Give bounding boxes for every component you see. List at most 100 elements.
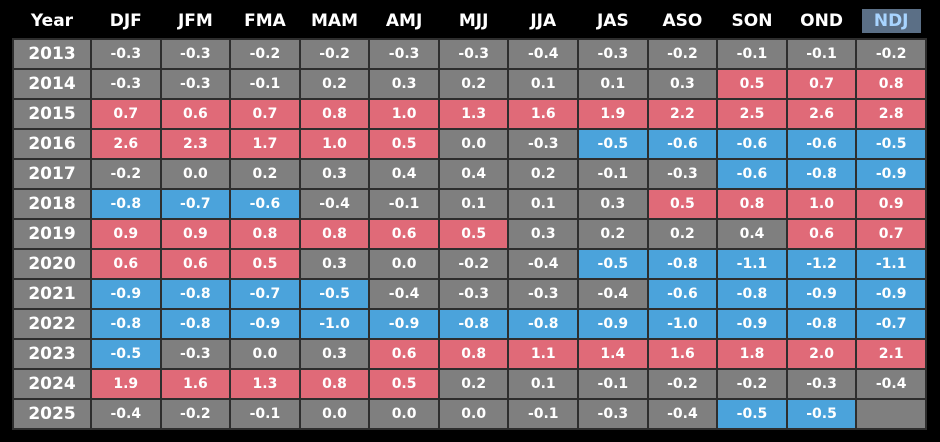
year-cell: 2023 (12, 338, 92, 370)
value-cell: -0.9 (855, 278, 927, 310)
year-row: 2023 -0.5 -0.3 0.0 0.3 0.6 0.8 1.1 1.4 1.6 1.8 2.0 2… (12, 338, 927, 370)
value-cell: -1.2 (785, 248, 858, 280)
value-cell: -0.4 (298, 188, 371, 220)
value-cell: -0.8 (90, 308, 162, 340)
value-cell: -0.5 (785, 398, 858, 430)
header-row: Year DJF JFM FMA MAM AMJ MJJ JJA JAS ASO SON OND NDJ (13, 4, 926, 39)
value-cell: 0.8 (437, 338, 510, 370)
value-cell: 0.6 (368, 338, 440, 370)
value-cell: -0.8 (646, 248, 719, 280)
value-cell: 1.0 (368, 98, 440, 130)
value-cell: 0.5 (368, 368, 440, 400)
year-cell: 2015 (12, 98, 92, 130)
value-cell: 0.2 (507, 158, 580, 190)
value-cell: 0.7 (855, 218, 927, 250)
value-cell: 2.1 (855, 338, 927, 370)
value-cell: 0.6 (159, 98, 232, 130)
value-cell: 0.1 (507, 68, 580, 100)
value-cell: -0.1 (229, 68, 301, 100)
value-cell: -0.2 (229, 38, 301, 70)
value-cell: 0.5 (368, 128, 440, 160)
value-cell: 0.8 (716, 188, 788, 220)
value-cell: -0.3 (159, 68, 232, 100)
column-header: DJF (91, 4, 161, 39)
value-cell: 1.3 (437, 98, 510, 130)
value-cell: -0.2 (298, 38, 371, 70)
value-cell: -0.8 (507, 308, 580, 340)
value-cell: 0.6 (368, 218, 440, 250)
value-cell: 1.7 (229, 128, 301, 160)
value-cell: -0.7 (855, 308, 927, 340)
value-cell: -0.3 (577, 38, 649, 70)
value-cell: -0.3 (785, 368, 858, 400)
column-header-label: NDJ (861, 9, 921, 33)
value-cell: 0.2 (298, 68, 371, 100)
value-cell: -0.4 (646, 398, 719, 430)
value-cell: 0.3 (298, 338, 371, 370)
value-cell: -0.2 (437, 248, 510, 280)
value-cell: 0.2 (229, 158, 301, 190)
value-cell: -0.9 (229, 308, 301, 340)
year-cell: 2025 (12, 398, 92, 430)
table-container: Year DJF JFM FMA MAM AMJ MJJ JJA JAS ASO SON OND NDJ… (12, 4, 927, 430)
value-cell: 2.3 (159, 128, 232, 160)
value-cell: -0.3 (507, 128, 580, 160)
value-cell: 1.0 (785, 188, 858, 220)
value-cell: -0.6 (229, 188, 301, 220)
value-cell: -0.6 (716, 158, 788, 190)
empty-cell (855, 398, 927, 430)
column-header: MJJ (438, 4, 509, 39)
value-cell: -0.2 (646, 38, 719, 70)
value-cell: 0.7 (90, 98, 162, 130)
value-cell: 0.5 (716, 68, 788, 100)
value-cell: 0.3 (577, 188, 649, 220)
column-header: JFM (160, 4, 231, 39)
value-cell: -0.3 (159, 38, 232, 70)
year-row: 2021 -0.9 -0.8 -0.7 -0.5 -0.4 -0.3 -0.3 -0.4 -0.6… (12, 278, 927, 310)
value-cell: -1.0 (298, 308, 371, 340)
value-cell: 0.8 (298, 368, 371, 400)
value-cell: -0.7 (229, 278, 301, 310)
value-cell: 0.3 (507, 218, 580, 250)
value-cell: -0.1 (577, 158, 649, 190)
value-cell: -0.9 (368, 308, 440, 340)
value-cell: 1.9 (577, 98, 649, 130)
value-cell: 0.0 (437, 128, 510, 160)
value-cell: 0.6 (159, 248, 232, 280)
value-cell: -0.6 (646, 278, 719, 310)
value-cell: 0.7 (785, 68, 858, 100)
value-cell: 0.5 (229, 248, 301, 280)
value-cell: 0.0 (437, 398, 510, 430)
value-cell: 2.6 (785, 98, 858, 130)
value-cell: 0.3 (298, 248, 371, 280)
value-cell: -0.9 (785, 278, 858, 310)
value-cell: 0.8 (229, 218, 301, 250)
value-cell: 0.0 (368, 398, 440, 430)
year-row: 2025 -0.4 -0.2 -0.1 0.0 0.0 0.0 -0.1 -0.3 -0.4 -0.… (12, 398, 927, 430)
value-cell: -0.8 (785, 158, 858, 190)
year-row: 2014 -0.3 -0.3 -0.1 0.2 0.3 0.2 0.1 0.1 0.3 0.5 0.7… (12, 68, 927, 100)
value-cell: -0.6 (646, 128, 719, 160)
value-cell: 0.8 (855, 68, 927, 100)
value-cell: 1.8 (716, 338, 788, 370)
year-cell: 2019 (12, 218, 92, 250)
year-cell: 2018 (12, 188, 92, 220)
value-cell: 0.9 (855, 188, 927, 220)
value-cell: -0.3 (437, 38, 510, 70)
column-header: OND (786, 4, 857, 39)
value-cell: 0.9 (159, 218, 232, 250)
value-cell: -0.5 (716, 398, 788, 430)
value-cell: 0.9 (90, 218, 162, 250)
value-cell: -0.9 (855, 158, 927, 190)
column-header: JJA (508, 4, 579, 39)
value-cell: 0.1 (507, 368, 580, 400)
value-cell: 2.5 (716, 98, 788, 130)
value-cell: -0.3 (646, 158, 719, 190)
value-cell: -0.5 (577, 128, 649, 160)
value-cell: 2.2 (646, 98, 719, 130)
value-cell: -0.1 (229, 398, 301, 430)
value-cell: 0.0 (229, 338, 301, 370)
value-cell: -0.8 (785, 308, 858, 340)
value-cell: -0.4 (507, 38, 580, 70)
